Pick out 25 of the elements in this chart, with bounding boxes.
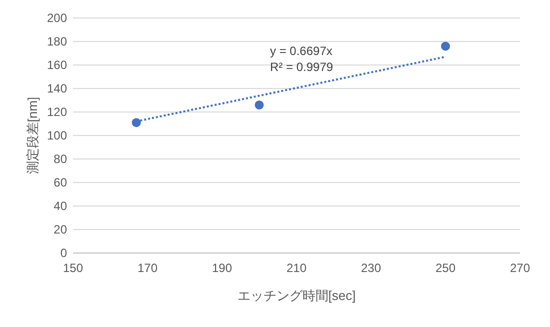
annotation: y = 0.6697x bbox=[270, 44, 332, 58]
x-tick-label: 270 bbox=[510, 261, 530, 275]
y-tick-label: 20 bbox=[54, 222, 68, 236]
point bbox=[132, 118, 141, 128]
x-tick-label: 230 bbox=[360, 261, 382, 275]
y-tick-label: 60 bbox=[54, 176, 68, 190]
y-tick-label: 0 bbox=[60, 246, 68, 260]
x-tick-label: 170 bbox=[137, 261, 158, 275]
point bbox=[441, 42, 450, 51]
point bbox=[254, 100, 264, 110]
y-tick-label: 80 bbox=[54, 152, 68, 166]
y-tick-label: 160 bbox=[46, 58, 68, 72]
y-tick-label: 120 bbox=[46, 105, 68, 119]
x-tick-label: 210 bbox=[286, 261, 307, 275]
annotation: R² = 0.9979 bbox=[270, 60, 334, 74]
x-tick-label: 150 bbox=[62, 261, 84, 275]
y-axis-title: 測定段差[nm] bbox=[25, 96, 40, 174]
x-tick-label: 190 bbox=[212, 261, 232, 275]
y-tick-label: 140 bbox=[46, 82, 68, 96]
y-tick-label: 40 bbox=[54, 199, 68, 213]
y-tick-label: 100 bbox=[46, 128, 68, 142]
x-axis-title: エッチング時間[sec] bbox=[237, 288, 356, 303]
y-tick-label: 200 bbox=[46, 11, 68, 25]
x-tick-label: 250 bbox=[435, 261, 456, 275]
y-tick-label: 180 bbox=[46, 34, 68, 48]
